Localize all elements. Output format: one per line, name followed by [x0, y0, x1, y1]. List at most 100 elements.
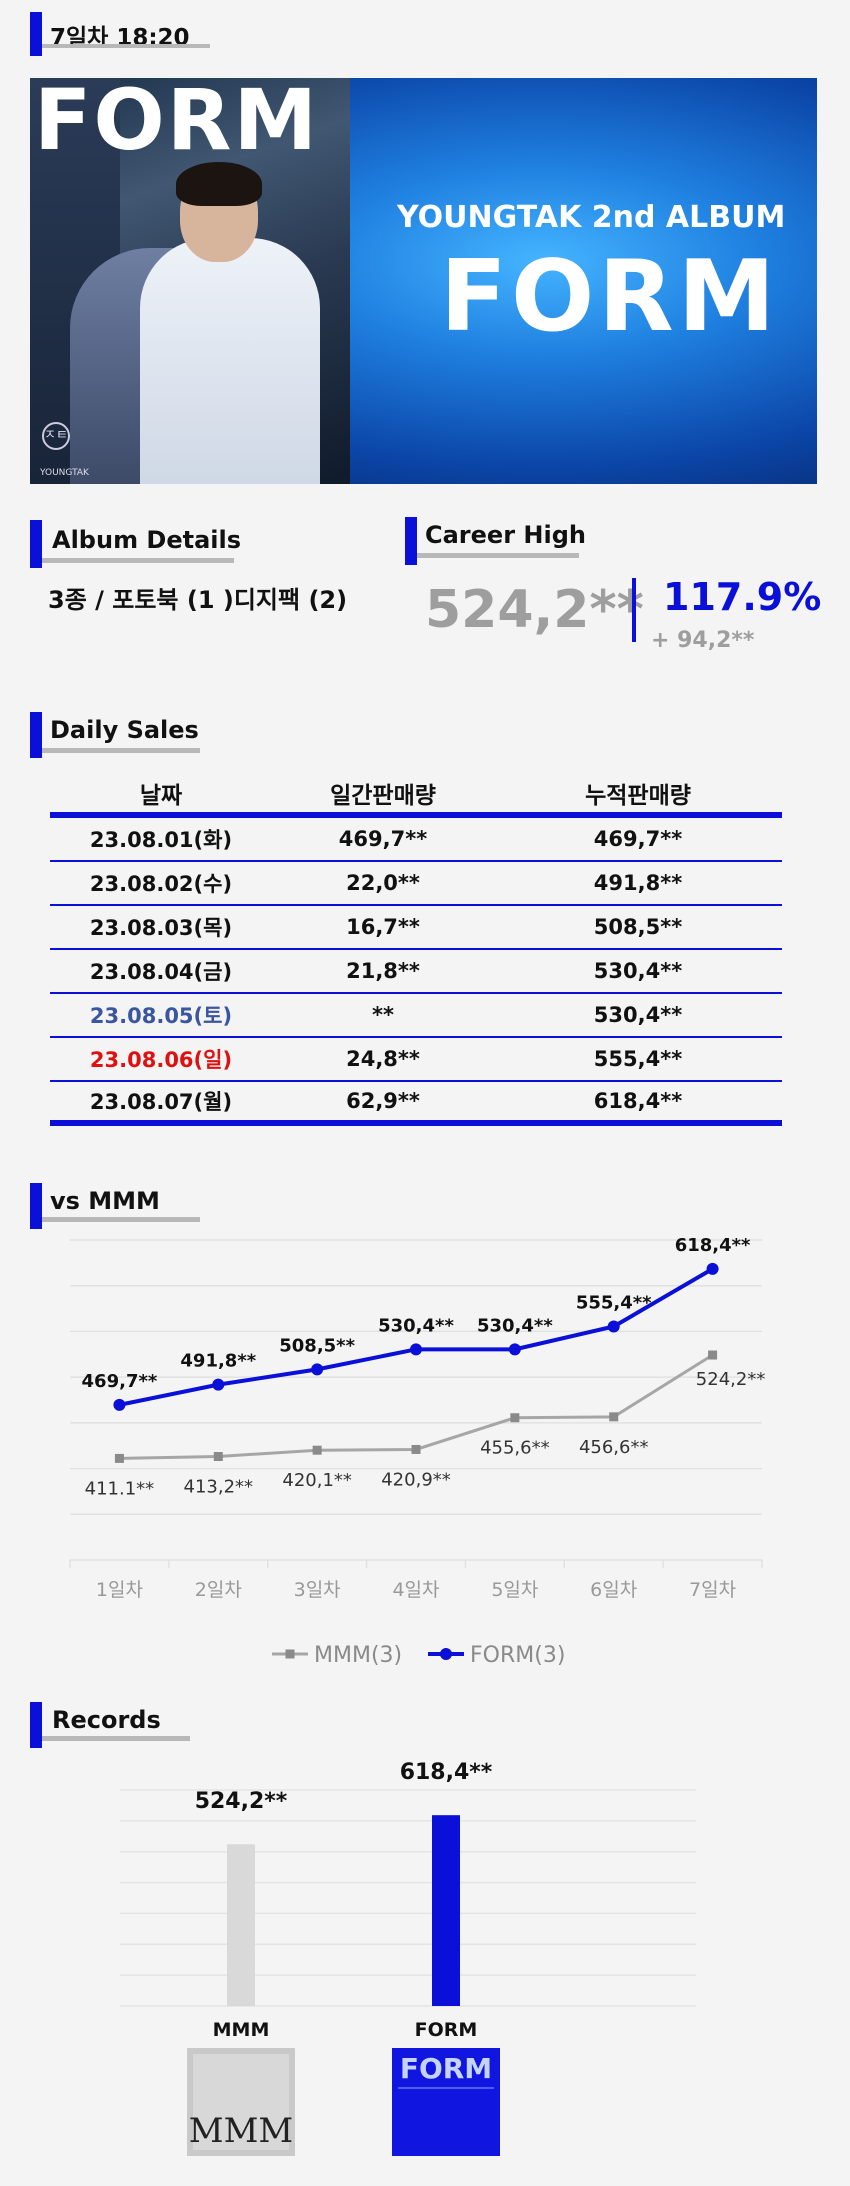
- header-underline: [42, 44, 210, 48]
- row-total: 530,4**: [593, 959, 683, 983]
- data-label-mmm: 524,2**: [696, 1369, 766, 1390]
- data-point-form: [706, 1262, 719, 1275]
- data-point-form: [508, 1343, 521, 1356]
- records-bar-chart: 524,2** MMM 618,4** FORM MMM FORM: [120, 1760, 696, 2156]
- vs-underline: [42, 1217, 200, 1222]
- row-date: 23.08.07(월): [89, 1090, 233, 1114]
- daily-sales-title: Daily Sales: [50, 716, 199, 744]
- data-label-mmm: 455,6**: [480, 1438, 550, 1459]
- row-total: 618,4**: [593, 1089, 683, 1113]
- data-point-mmm: [114, 1453, 124, 1463]
- x-tick-label: 3일차: [294, 1579, 341, 1601]
- row-daily: **: [372, 1003, 394, 1027]
- records-underline: [42, 1736, 190, 1741]
- data-label-form: 469,7**: [82, 1371, 158, 1392]
- data-label-form: 555,4**: [576, 1292, 652, 1313]
- x-tick-label: 2일차: [195, 1579, 242, 1601]
- album-details-title: Album Details: [52, 526, 242, 554]
- row-daily: 469,7**: [338, 827, 428, 851]
- career-high-bar: [405, 517, 417, 565]
- data-point-mmm: [609, 1412, 619, 1422]
- data-label-mmm: 456,6**: [579, 1437, 649, 1458]
- daily-sales-bar: [30, 712, 42, 758]
- album-details-bar: [30, 520, 42, 568]
- career-high-value: 524,2**: [425, 580, 644, 640]
- banner-title: FORM: [440, 240, 780, 354]
- table-row: 23.08.07(월) 62,9** 618,4**: [50, 1082, 782, 1126]
- form-album-thumb: [392, 2048, 500, 2156]
- data-point-form: [212, 1378, 225, 1391]
- row-date: 23.08.06(일): [89, 1048, 233, 1072]
- album-details-text: 3종 / 포토북 (1 )디지팩 (2): [48, 586, 348, 614]
- career-high-divider: [632, 578, 636, 642]
- mmm-album-thumb-inner: [193, 2054, 289, 2150]
- bar-mmm: [227, 1844, 255, 2006]
- data-label-form: 491,8**: [180, 1351, 256, 1372]
- data-point-form: [311, 1363, 324, 1376]
- x-tick-label: 5일차: [491, 1579, 538, 1601]
- legend-marker-mmm: [285, 1649, 295, 1659]
- data-point-form: [410, 1343, 422, 1356]
- row-total: 555,4**: [593, 1047, 683, 1071]
- table-header: 날짜 일간판매량 누적판매량: [50, 778, 782, 818]
- bar-form: [432, 1815, 460, 2006]
- series-line-form: [119, 1267, 714, 1407]
- row-daily: 22,0**: [346, 871, 420, 895]
- col-daily: 일간판매량: [330, 783, 436, 809]
- row-date: 23.08.05(토): [89, 1004, 233, 1028]
- data-label-form: 530,4**: [477, 1315, 553, 1336]
- photo-body: [140, 238, 320, 484]
- x-tick-label: 4일차: [392, 1579, 439, 1601]
- data-point-mmm: [510, 1413, 520, 1423]
- data-label-mmm: 413,2**: [184, 1477, 254, 1498]
- row-date: 23.08.02(수): [89, 872, 233, 896]
- row-total: 508,5**: [593, 915, 683, 939]
- data-point-mmm: [213, 1452, 223, 1462]
- career-high-percent: 117.9%: [663, 575, 822, 619]
- row-daily: 62,9**: [346, 1089, 420, 1113]
- data-point-form: [607, 1320, 620, 1333]
- row-total: 491,8**: [593, 871, 683, 895]
- data-point-form: [113, 1398, 126, 1411]
- bar-value-label: 524,2**: [195, 1789, 288, 1814]
- row-date: 23.08.03(목): [89, 916, 233, 940]
- x-tick-label: 6일차: [590, 1579, 637, 1601]
- row-total: 469,7**: [593, 827, 683, 851]
- photo-hair: [176, 162, 262, 206]
- col-date: 날짜: [139, 783, 183, 809]
- table-row: 23.08.04(금) 21,8** 530,4**: [50, 950, 782, 994]
- row-date: 23.08.04(금): [89, 960, 233, 984]
- career-high-delta: + 94,2**: [651, 628, 755, 653]
- vs-line-chart: 1일차 2일차 3일차 4일차 5일차 6일차 7일차 411.1** 413,2** 420,1…: [69, 1235, 766, 1668]
- career-high-underline: [417, 553, 579, 558]
- row-daily: 21,8**: [346, 959, 420, 983]
- col-total: 누적판매량: [585, 783, 691, 809]
- data-point-mmm: [312, 1445, 322, 1455]
- records-title: Records: [52, 1706, 161, 1734]
- album-banner: FORM ㅈㅌ YOUNGTAK YOUNGTAK 2nd ALBUM FORM: [30, 78, 817, 484]
- row-date: 23.08.01(화): [89, 828, 233, 852]
- row-daily: 16,7**: [346, 915, 420, 939]
- table-row: 23.08.06(일) 24,8** 555,4**: [50, 1038, 782, 1082]
- daily-sales-underline: [42, 748, 200, 753]
- mmm-album-thumb-text: MMM: [189, 2111, 293, 2151]
- data-point-mmm: [708, 1350, 718, 1360]
- bar-category-label: MMM: [213, 2019, 270, 2041]
- table-row: 23.08.01(화) 469,7** 469,7**: [50, 818, 782, 862]
- banner-logo-text: FORM: [34, 78, 320, 169]
- legend-label-mmm: MMM(3): [314, 1643, 402, 1668]
- career-high-title: Career High: [425, 521, 586, 549]
- data-label-form: 530,4**: [378, 1315, 454, 1336]
- data-label-form: 508,5**: [279, 1335, 355, 1356]
- x-tick-label: 1일차: [96, 1579, 143, 1601]
- data-label-mmm: 420,9**: [381, 1469, 451, 1490]
- banner-artist-small: YOUNGTAK: [40, 468, 89, 478]
- vs-title: vs MMM: [50, 1187, 160, 1215]
- data-label-form: 618,4**: [675, 1235, 751, 1256]
- bar-value-label: 618,4**: [400, 1760, 493, 1785]
- artist-photo: [30, 78, 350, 484]
- header-accent-bar: [30, 12, 42, 56]
- legend-label-form: FORM(3): [470, 1643, 565, 1668]
- form-album-thumb-text: FORM: [400, 2052, 492, 2085]
- records-bar: [30, 1702, 42, 1748]
